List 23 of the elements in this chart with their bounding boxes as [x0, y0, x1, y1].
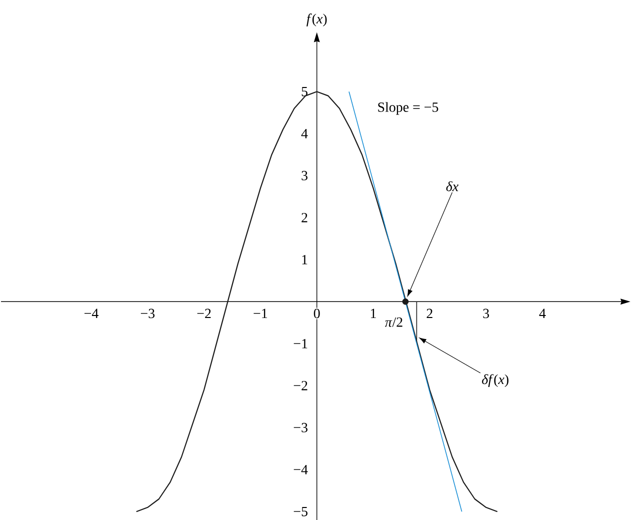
annotation: Slope = −5 [378, 102, 438, 115]
x-tick-label: 1 [370, 308, 376, 318]
x-tick-label: −4 [84, 308, 98, 318]
x-tick-label: 0 [314, 308, 320, 318]
x-tick-label: 4 [539, 308, 546, 318]
annotation: π/2 [384, 318, 402, 327]
y-tick-label: 3 [302, 170, 308, 180]
annotation: δf(x) [482, 374, 508, 387]
y-axis-title: f(x) [306, 14, 327, 26]
y-tick-label: −1 [294, 338, 308, 348]
x-tick-label: −1 [254, 308, 268, 318]
y-tick-label: −4 [294, 465, 308, 474]
y-tick-label: −2 [294, 380, 308, 390]
y-tick-label: 1 [302, 254, 308, 264]
annotation: δx [446, 181, 458, 192]
y-tick-label: 2 [302, 212, 308, 222]
x-tick-label: −2 [197, 308, 211, 318]
x-tick-label: −3 [140, 308, 155, 318]
x-tick-label: 3 [483, 308, 489, 318]
y-tick-label: −3 [294, 422, 308, 432]
y-tick-label: 4 [301, 129, 308, 138]
y-tick-label: −5 [294, 506, 308, 516]
x-tick-label: 2 [426, 308, 432, 318]
